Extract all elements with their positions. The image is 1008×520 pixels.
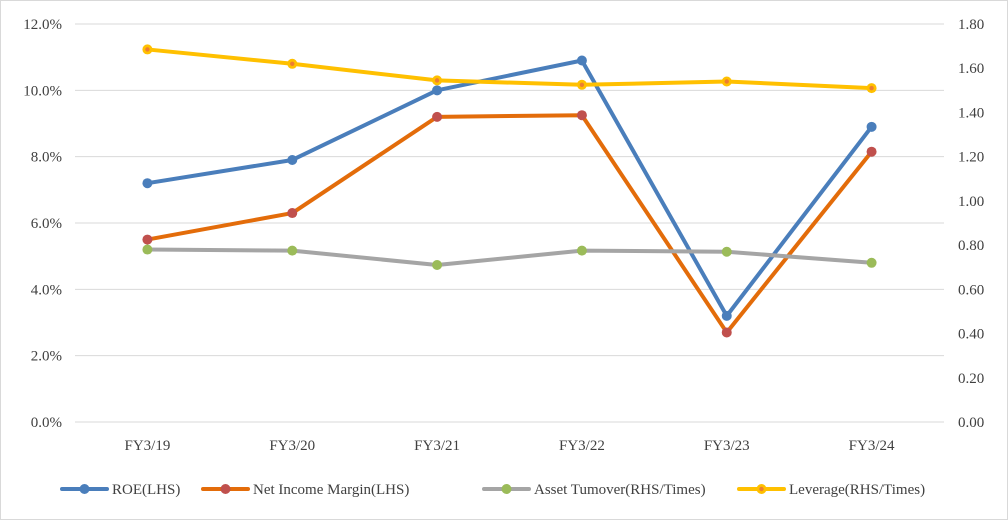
data-point (432, 85, 443, 96)
series-line (145, 58, 874, 318)
data-point (721, 327, 732, 338)
data-point (866, 257, 877, 268)
data-point-inner (724, 79, 729, 84)
x-axis-tick-label: FY3/23 (704, 438, 750, 454)
left-axis-tick-label: 10.0% (23, 83, 62, 99)
x-axis-tick-label: FY3/19 (124, 438, 170, 454)
right-axis-tick-label: 0.80 (958, 238, 984, 254)
legend-label: Asset Tumover(RHS/Times) (534, 482, 706, 498)
data-point-inner (145, 47, 150, 52)
left-axis-tick-label: 0.0% (31, 415, 62, 431)
legend-swatch-marker (501, 484, 512, 494)
right-axis-tick-label: 1.00 (958, 194, 984, 210)
left-axis-ticks: 0.0% 2.0% 4.0% 6.0% 8.0% 10.0% 12.0% (23, 17, 62, 431)
data-point (287, 245, 298, 256)
data-point (576, 55, 587, 66)
series-line (145, 247, 874, 268)
legend-label: Net Income Margin(LHS) (253, 482, 409, 498)
right-axis-tick-label: 0.40 (958, 327, 984, 343)
data-point-inner (869, 85, 874, 91)
data-point (866, 121, 877, 132)
right-axis-tick-label: 1.40 (958, 105, 984, 121)
legend: ROE(LHS) Net Income Margin(LHS) Asset Tumo… (60, 482, 925, 498)
series-line (145, 113, 874, 335)
left-axis-tick-label: 6.0% (31, 216, 62, 232)
data-point (721, 246, 732, 257)
gridlines (75, 23, 944, 423)
x-axis-ticks: FY3/19 FY3/20 FY3/21 FY3/22 FY3/23 FY3/24 (124, 438, 895, 454)
right-axis-tick-label: 1.20 (958, 150, 984, 166)
left-axis-tick-label: 4.0% (31, 282, 62, 298)
left-axis-tick-label: 2.0% (31, 349, 62, 365)
data-point (287, 208, 298, 219)
series-lines (142, 44, 877, 338)
data-point (866, 146, 877, 157)
data-point (576, 110, 587, 121)
right-axis-tick-label: 1.60 (958, 61, 984, 77)
right-axis-tick-label: 0.00 (958, 415, 984, 431)
data-point (432, 111, 443, 122)
x-axis-tick-label: FY3/21 (414, 438, 460, 454)
legend-swatch-marker-inner (759, 486, 764, 492)
left-axis-tick-label: 8.0% (31, 150, 62, 166)
data-point (287, 154, 298, 165)
data-point (142, 234, 153, 245)
legend-label: Leverage(RHS/Times) (789, 482, 925, 498)
x-axis-tick-label: FY3/22 (559, 438, 605, 454)
right-axis-tick-label: 0.20 (958, 371, 984, 387)
legend-swatch-marker (79, 484, 90, 494)
data-point (142, 244, 153, 255)
x-axis-tick-label: FY3/24 (849, 438, 895, 454)
legend-label: ROE(LHS) (112, 482, 180, 498)
data-point-inner (579, 82, 585, 88)
x-axis-tick-label: FY3/20 (269, 438, 315, 454)
right-axis-ticks: 0.00 0.20 0.40 0.60 0.80 1.00 1.20 1.40 1.60 1.80 (958, 17, 984, 431)
data-point (142, 178, 153, 189)
left-axis-tick-label: 12.0% (23, 17, 62, 33)
series-line (145, 47, 874, 91)
data-point-inner (290, 61, 295, 66)
data-point-inner (434, 78, 440, 83)
legend-swatch-marker (220, 484, 231, 494)
data-point (721, 310, 732, 321)
data-point (432, 260, 443, 271)
right-axis-tick-label: 1.80 (958, 17, 984, 33)
data-point (576, 245, 587, 256)
right-axis-tick-label: 0.60 (958, 282, 984, 298)
